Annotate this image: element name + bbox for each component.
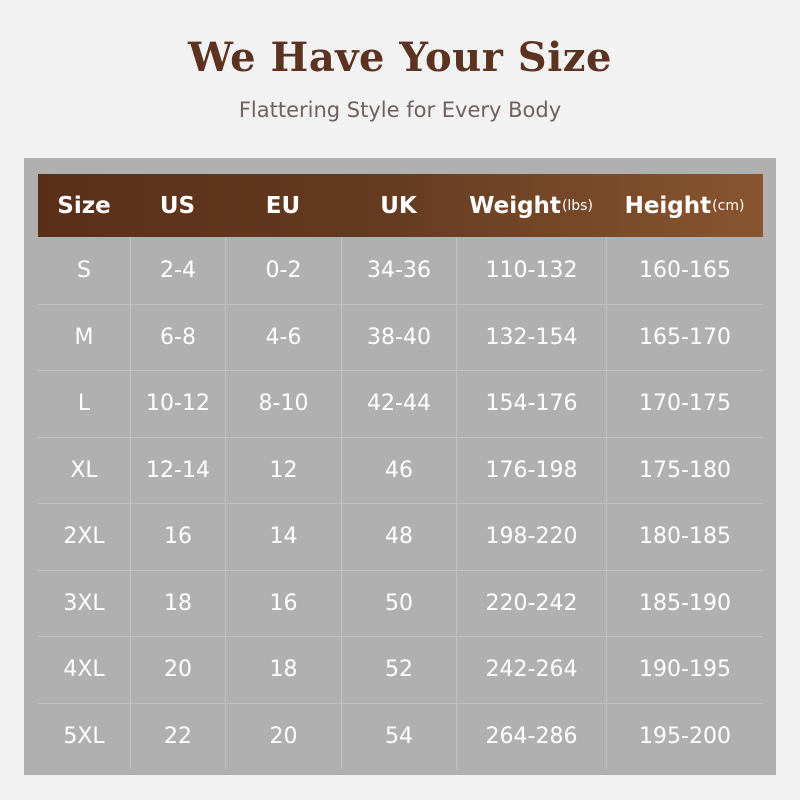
- column-header-unit: (lbs): [561, 197, 593, 214]
- table-cell: 48: [341, 504, 456, 570]
- table-cell: 198-220: [456, 504, 606, 570]
- column-header-label: Size: [57, 192, 111, 219]
- table-cell: 20: [130, 637, 225, 703]
- table-cell: 2-4: [130, 237, 225, 304]
- column-header-uk: UK: [341, 174, 456, 237]
- table-cell: 3XL: [63, 590, 105, 616]
- page-subtitle: Flattering Style for Every Body: [238, 98, 562, 122]
- table-row: S 2-4 0-2 34-36 110-132 160-165: [38, 237, 763, 304]
- table-cell: 46: [341, 437, 456, 503]
- table-cell: 16: [130, 504, 225, 570]
- column-header-weight: Weight (lbs): [456, 174, 606, 237]
- table-cell: 4XL: [63, 657, 105, 683]
- table-cell: 165-170: [606, 304, 763, 370]
- table-cell: 4-6: [225, 304, 341, 370]
- column-header-height: Height (cm): [606, 174, 763, 237]
- table-cell: 8-10: [225, 371, 341, 437]
- table-cell: 18: [225, 637, 341, 703]
- table-cell: 110-132: [456, 237, 606, 304]
- table-row: XL 12-14 12 46 176-198 175-180: [38, 436, 763, 503]
- column-header-unit: (cm): [712, 197, 745, 214]
- table-row: M 6-8 4-6 38-40 132-154 165-170: [38, 303, 763, 370]
- column-header-label: EU: [265, 192, 301, 219]
- table-cell: 50: [341, 570, 456, 636]
- table-row: 4XL 20 18 52 242-264 190-195: [38, 636, 763, 703]
- table-cell: 38-40: [341, 304, 456, 370]
- table-cell: 176-198: [456, 437, 606, 503]
- table-cell: 52: [341, 637, 456, 703]
- column-header-label: US: [159, 192, 196, 219]
- table-cell: 34-36: [341, 237, 456, 304]
- table-cell: 2XL: [63, 524, 105, 550]
- table-cell: 154-176: [456, 371, 606, 437]
- size-chart-header: Size US EU UK Weight (lbs) Height (cm): [38, 174, 763, 237]
- table-row: 3XL 18 16 50 220-242 185-190: [38, 569, 763, 636]
- table-cell: 180-185: [606, 504, 763, 570]
- table-cell: 6-8: [130, 304, 225, 370]
- column-header-eu: EU: [225, 174, 341, 237]
- column-header-label: UK: [380, 192, 417, 219]
- table-cell: 160-165: [606, 237, 763, 304]
- table-cell: 190-195: [606, 637, 763, 703]
- table-cell: 132-154: [456, 304, 606, 370]
- table-cell: 175-180: [606, 437, 763, 503]
- table-cell: 20: [225, 703, 341, 769]
- table-cell: 12-14: [130, 437, 225, 503]
- table-cell: 14: [225, 504, 341, 570]
- table-cell: 12: [225, 437, 341, 503]
- table-cell: M: [74, 324, 94, 350]
- table-cell: 242-264: [456, 637, 606, 703]
- table-cell: 54: [341, 703, 456, 769]
- column-header-label: Weight: [469, 192, 561, 219]
- table-cell: 264-286: [456, 703, 606, 769]
- table-cell: 42-44: [341, 371, 456, 437]
- table-row: 2XL 16 14 48 198-220 180-185: [38, 503, 763, 570]
- size-chart-panel: [24, 158, 776, 775]
- table-cell: 195-200: [606, 703, 763, 769]
- table-cell: 170-175: [606, 371, 763, 437]
- table-cell: 5XL: [63, 723, 105, 749]
- column-header-size: Size: [38, 174, 130, 237]
- column-header-label: Height: [624, 192, 712, 219]
- size-chart-body: S 2-4 0-2 34-36 110-132 160-165 M 6-8 4-6 38-40 13…: [38, 237, 763, 769]
- table-cell: 185-190: [606, 570, 763, 636]
- table-cell: 220-242: [456, 570, 606, 636]
- column-header-us: US: [130, 174, 225, 237]
- table-cell: 16: [225, 570, 341, 636]
- table-cell: 22: [130, 703, 225, 769]
- table-cell: S: [77, 257, 91, 283]
- table-cell: XL: [70, 457, 98, 483]
- table-row: L 10-12 8-10 42-44 154-176 170-175: [38, 370, 763, 437]
- page-title: We Have Your Size: [188, 34, 612, 81]
- table-cell: L: [77, 391, 91, 417]
- table-cell: 0-2: [225, 237, 341, 304]
- table-cell: 10-12: [130, 371, 225, 437]
- table-row: 5XL 22 20 54 264-286 195-200: [38, 702, 763, 769]
- table-cell: 18: [130, 570, 225, 636]
